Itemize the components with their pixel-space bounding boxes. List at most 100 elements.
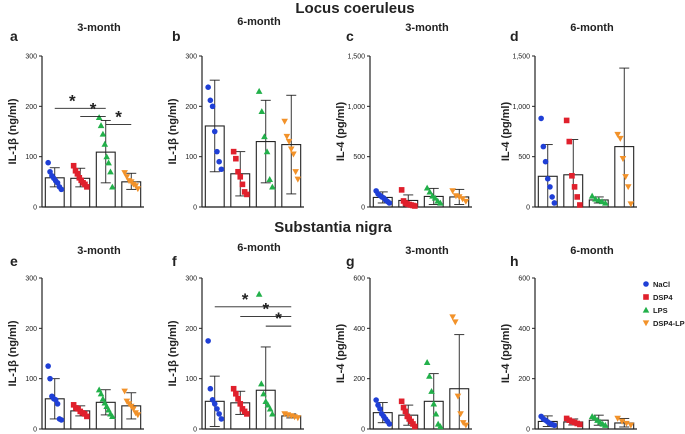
chart-panel-f: f 6-month IL-1β (ng/ml) 0 100 200 300 * * * <box>167 242 304 434</box>
data-point <box>619 156 627 162</box>
panel-label: f <box>172 253 177 269</box>
data-point <box>588 192 596 199</box>
y-axis-label: IL-1β (ng/ml) <box>167 320 179 386</box>
y-tick-label: 200 <box>353 376 365 383</box>
data-point <box>398 187 405 193</box>
chart-panel-h: h 6-month IL-4 (pg/ml) 0 200 400 600 <box>500 245 637 434</box>
data-point <box>430 400 438 407</box>
y-tick-label: 200 <box>185 104 197 111</box>
data-point <box>377 406 383 412</box>
y-tick-label: 0 <box>33 427 37 434</box>
data-point <box>47 375 53 382</box>
y-tick-label: 200 <box>25 104 37 111</box>
data-point <box>109 413 116 420</box>
y-tick-label: 100 <box>185 154 197 161</box>
data-point <box>451 319 459 326</box>
data-point <box>412 203 418 209</box>
data-point <box>455 194 463 201</box>
y-tick-label: 200 <box>25 326 37 333</box>
y-tick-label: 100 <box>25 154 37 161</box>
data-point <box>72 167 79 174</box>
data-point <box>285 138 293 145</box>
data-point <box>209 103 216 110</box>
data-point <box>107 168 114 175</box>
data-point <box>538 115 544 122</box>
data-point <box>547 184 553 190</box>
bar-group-dsp4 <box>230 148 251 208</box>
bar-group-dsp4-lps <box>281 411 302 430</box>
y-tick-label: 1,000 <box>347 104 365 111</box>
data-point <box>602 199 609 206</box>
legend-label: DSP4 <box>653 293 673 302</box>
legend-item-nacl: NaCl <box>643 280 670 289</box>
data-point <box>457 411 464 418</box>
y-axis-label: IL-4 (pg/ml) <box>500 324 512 384</box>
y-tick-label: 600 <box>353 276 365 283</box>
data-point <box>622 174 629 181</box>
data-point <box>134 412 142 419</box>
legend-item-dsp4: DSP4 <box>643 293 673 302</box>
data-point <box>287 146 295 153</box>
data-point <box>269 183 276 190</box>
data-point <box>207 97 214 104</box>
bar-group-dsp4-lps <box>614 415 635 430</box>
y-axis-label: IL-4 (pg/ml) <box>335 102 347 162</box>
significance-star: * <box>242 290 249 309</box>
significance-star: * <box>90 99 97 118</box>
data-point <box>614 415 621 422</box>
data-point <box>462 422 470 429</box>
data-point <box>255 87 263 94</box>
data-point <box>54 401 61 407</box>
panel-label: e <box>10 253 18 269</box>
panel-title: 3-month <box>77 22 121 34</box>
data-point <box>544 176 551 182</box>
y-tick-label: 200 <box>518 376 530 383</box>
data-point <box>205 84 211 91</box>
data-point <box>563 117 570 124</box>
bar-group-nacl <box>537 115 558 208</box>
data-point <box>627 201 635 208</box>
data-point <box>423 184 431 191</box>
data-point <box>462 198 470 205</box>
data-point <box>595 196 603 203</box>
chart-panel-e: e 3-month IL-1β (ng/ml) 0 100 200 300 <box>7 245 144 434</box>
data-point <box>218 166 225 173</box>
data-point <box>95 114 103 121</box>
bar-group-nacl <box>537 413 558 430</box>
chart-panel-c: c 3-month IL-4 (pg/ml) 0 500 1,000 1,500 <box>335 22 472 212</box>
data-point <box>549 194 555 200</box>
y-tick-label: 100 <box>185 376 197 383</box>
data-point <box>402 408 409 415</box>
data-point <box>262 398 270 404</box>
legend-label: LPS <box>653 306 668 315</box>
y-tick-label: 400 <box>518 326 530 333</box>
data-point <box>260 390 267 397</box>
panel-title: 3-month <box>405 22 449 34</box>
panel-label: g <box>346 253 355 269</box>
bar-group-dsp4 <box>230 385 251 430</box>
data-point <box>211 401 218 407</box>
data-point <box>264 401 272 408</box>
bar-group-dsp4-lps <box>121 388 142 430</box>
data-point <box>58 186 65 193</box>
data-point <box>216 411 222 417</box>
data-point <box>598 198 606 205</box>
bar-group-lps <box>423 359 444 430</box>
bar-group-lps <box>423 184 444 208</box>
bar-group-dsp4 <box>398 398 419 430</box>
data-point <box>261 133 268 140</box>
data-point <box>74 170 81 177</box>
data-point <box>412 423 418 430</box>
data-point <box>263 148 271 155</box>
bar-group-lps <box>95 386 116 430</box>
data-point <box>428 387 435 394</box>
data-point <box>130 406 137 413</box>
panel-title: 3-month <box>77 245 121 257</box>
bar-group-lps <box>588 413 609 430</box>
panel-title: 3-month <box>405 245 449 257</box>
data-point <box>101 140 109 147</box>
data-point <box>373 397 379 403</box>
data-point <box>99 130 107 137</box>
data-point <box>577 202 583 208</box>
